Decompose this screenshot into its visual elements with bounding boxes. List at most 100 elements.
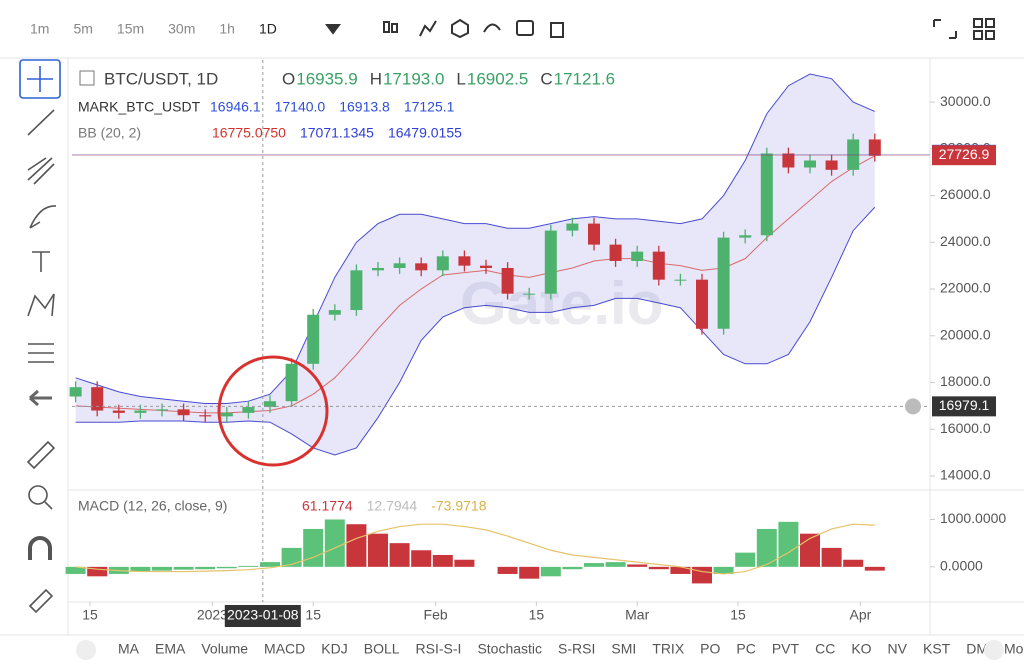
- interval[interactable]: 30m: [168, 21, 195, 37]
- indicator[interactable]: Momen: [1004, 641, 1024, 657]
- add-button[interactable]: [905, 398, 921, 415]
- indicator[interactable]: MA: [118, 641, 140, 657]
- draw-icon[interactable]: [483, 23, 501, 33]
- indicator[interactable]: MACD: [264, 641, 305, 657]
- ohlc-label: L: [456, 69, 465, 88]
- left-toolbar[interactable]: [19, 59, 61, 614]
- ohlc-value: 17193.0: [383, 69, 444, 88]
- indicator[interactable]: Stochastic: [477, 641, 542, 657]
- interval[interactable]: 1D: [259, 21, 277, 37]
- symbol: BTC/USDT, 1D: [104, 69, 218, 88]
- indicator[interactable]: TRIX: [652, 641, 685, 657]
- candle-icon[interactable]: [391, 23, 398, 33]
- legend-value: 61.1774: [302, 498, 353, 514]
- intervals[interactable]: 1m 5m 15m 30m 1h 1D: [30, 21, 277, 37]
- indicator-icon[interactable]: [419, 20, 437, 37]
- indicator[interactable]: RSI-S-I: [416, 641, 462, 657]
- fib-tool[interactable]: [27, 157, 55, 185]
- interval[interactable]: 1h: [219, 21, 235, 37]
- macd-signal: [75, 523, 875, 575]
- line-tool[interactable]: [27, 109, 55, 136]
- x-tick-label: Mar: [625, 607, 649, 623]
- macd-bar: [540, 566, 561, 577]
- crosshair-icon[interactable]: [27, 66, 53, 92]
- layout-icon[interactable]: [985, 30, 995, 40]
- y-tick-label: 14000.0: [940, 467, 991, 483]
- brush-tool[interactable]: [29, 205, 57, 229]
- candle-body: [436, 256, 449, 271]
- dropdown[interactable]: [325, 24, 341, 35]
- view-icon[interactable]: [516, 20, 534, 36]
- magnet-tool[interactable]: [28, 536, 52, 560]
- indicator[interactable]: PVT: [772, 641, 800, 657]
- legend-value: 17071.1345: [300, 125, 374, 141]
- crosshair-tool[interactable]: [19, 59, 61, 99]
- trash-icon[interactable]: [550, 22, 564, 38]
- indicator[interactable]: PC: [736, 641, 755, 657]
- indicator[interactable]: DM: [966, 641, 988, 657]
- zoom-tool[interactable]: [28, 485, 48, 505]
- macd-y-tick-label: 1000.0000: [940, 510, 1006, 526]
- interval[interactable]: 15m: [117, 21, 144, 37]
- layout-icon[interactable]: [973, 30, 983, 40]
- candle-body: [134, 410, 147, 413]
- candle-body: [393, 263, 406, 268]
- indicator[interactable]: BOLL: [364, 641, 400, 657]
- crosshair-date: 2023-01-08: [227, 607, 299, 623]
- zoom-tool-handle[interactable]: [44, 501, 53, 510]
- candle-icon[interactable]: [383, 21, 390, 33]
- indicator[interactable]: PO: [700, 641, 720, 657]
- macd-bar: [713, 566, 734, 574]
- band-middle: [75, 155, 876, 414]
- text-tool[interactable]: [32, 251, 50, 272]
- band-fill: [75, 74, 875, 455]
- measure-tool[interactable]: [28, 343, 54, 363]
- ruler-tool[interactable]: [26, 440, 56, 470]
- indicator[interactable]: S-RSI: [558, 641, 595, 657]
- lock-tool[interactable]: [28, 588, 54, 614]
- indicator[interactable]: KO: [851, 641, 871, 657]
- indicator[interactable]: SMI: [611, 641, 636, 657]
- legend-value: 16913.8: [339, 99, 390, 115]
- price-tag: [932, 396, 996, 417]
- interval[interactable]: 5m: [73, 21, 92, 37]
- highlight-circle: [217, 355, 329, 467]
- layout-icon[interactable]: [973, 18, 983, 28]
- candle-body: [156, 409, 168, 411]
- macd-bar: [648, 566, 669, 570]
- macd-bar: [65, 566, 86, 574]
- ohlc-label: H: [370, 69, 382, 88]
- candle-body: [652, 251, 665, 280]
- ohlc-label: O: [282, 69, 295, 88]
- collapse-box[interactable]: [79, 70, 95, 86]
- macd-bar: [303, 528, 324, 567]
- macd-bar: [864, 566, 885, 571]
- fullscreen-icon[interactable]: [933, 19, 957, 39]
- toolbar-icons[interactable]: [325, 18, 995, 40]
- candle-body: [696, 279, 708, 329]
- template-icon[interactable]: [451, 18, 469, 39]
- interval[interactable]: 1m: [30, 21, 49, 37]
- candle-body: [415, 263, 428, 271]
- scroll-right[interactable]: [984, 640, 1004, 660]
- macd-bar: [454, 559, 475, 567]
- watermark: Gate.io: [460, 270, 663, 337]
- indicator[interactable]: EMA: [155, 641, 186, 657]
- layout-icon[interactable]: [985, 18, 995, 28]
- candle-body: [609, 244, 622, 261]
- indicator[interactable]: NV: [888, 641, 908, 657]
- macd-bar: [195, 566, 216, 570]
- indicator[interactable]: Volume: [201, 641, 248, 657]
- macd-bar: [346, 524, 367, 567]
- mark-name: MARK_BTC_USDT: [78, 99, 201, 115]
- macd-bar: [411, 550, 432, 567]
- indicator[interactable]: CC: [815, 641, 835, 657]
- indicator[interactable]: KST: [923, 641, 951, 657]
- indicator[interactable]: KDJ: [321, 641, 347, 657]
- pattern-tool[interactable]: [27, 293, 55, 317]
- scroll-left[interactable]: [76, 640, 96, 660]
- indicator-bar[interactable]: MA EMA Volume MACD KDJ BOLL RSI-S-I Stochastic S…: [118, 641, 1024, 657]
- macd-bar: [173, 566, 194, 570]
- macd-bar: [756, 528, 777, 567]
- back-tool[interactable]: [29, 389, 52, 407]
